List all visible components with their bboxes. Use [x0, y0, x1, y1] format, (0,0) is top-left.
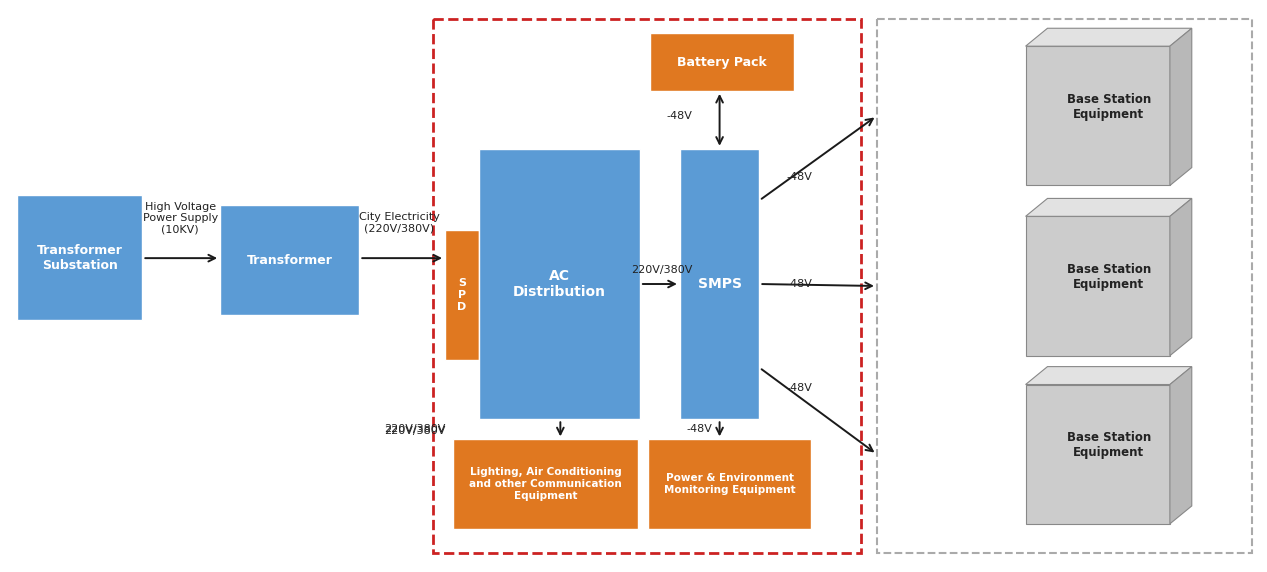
Bar	[650, 33, 794, 91]
Bar	[220, 205, 360, 315]
Text: -48V: -48V	[787, 172, 812, 181]
Polygon shape	[1025, 384, 1169, 524]
Text: Battery Pack: Battery Pack	[677, 55, 767, 69]
Bar	[647, 439, 811, 529]
Text: High Voltage
Power Supply
(10KV): High Voltage Power Supply (10KV)	[143, 202, 218, 235]
Text: -48V: -48V	[787, 279, 812, 289]
Text: Base Station
Equipment: Base Station Equipment	[1067, 431, 1150, 459]
Text: -48V: -48V	[787, 383, 812, 392]
Polygon shape	[1025, 46, 1169, 185]
Text: 220V/380V: 220V/380V	[385, 424, 446, 434]
Polygon shape	[1169, 367, 1192, 524]
Text: Base Station
Equipment: Base Station Equipment	[1067, 93, 1150, 121]
Polygon shape	[1169, 198, 1192, 356]
Polygon shape	[1025, 28, 1192, 46]
Text: 220V/380V: 220V/380V	[631, 265, 693, 275]
Text: SMPS: SMPS	[698, 277, 741, 291]
Text: Power & Environment
Monitoring Equipment: Power & Environment Monitoring Equipment	[664, 473, 796, 495]
Text: Lighting, Air Conditioning
and other Communication
Equipment: Lighting, Air Conditioning and other Com…	[469, 467, 622, 500]
Bar	[877, 19, 1252, 553]
Bar	[445, 231, 479, 360]
Bar	[680, 149, 759, 419]
Text: Transformer
Substation: Transformer Substation	[37, 244, 123, 272]
Bar	[16, 196, 142, 320]
Text: 220V/380V: 220V/380V	[385, 426, 446, 436]
Text: S
P
D: S P D	[457, 279, 466, 312]
Bar	[452, 439, 639, 529]
Text: Transformer: Transformer	[247, 253, 333, 267]
Polygon shape	[1025, 216, 1169, 356]
Text: AC
Distribution: AC Distribution	[513, 269, 606, 299]
Text: City Electricity
(220V/380V): City Electricity (220V/380V)	[359, 212, 440, 233]
Bar	[433, 19, 860, 553]
Text: -48V: -48V	[666, 111, 693, 121]
Polygon shape	[1025, 367, 1192, 384]
Text: -48V: -48V	[687, 424, 712, 434]
Text: Base Station
Equipment: Base Station Equipment	[1067, 263, 1150, 291]
Polygon shape	[1169, 28, 1192, 185]
Bar	[479, 149, 640, 419]
Polygon shape	[1025, 198, 1192, 216]
